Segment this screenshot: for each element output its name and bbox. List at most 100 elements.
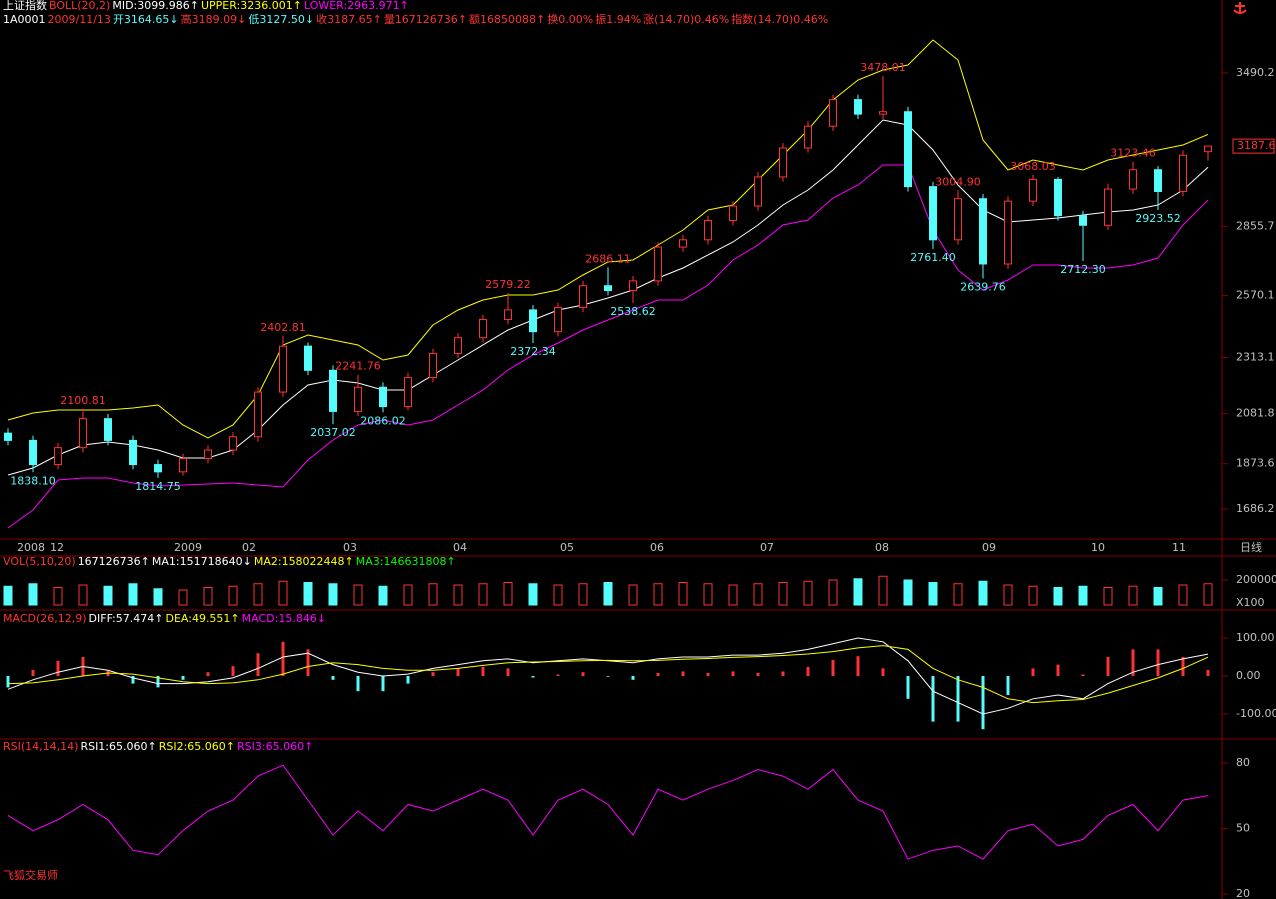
y-tick-label: 2081.8 <box>1236 406 1275 419</box>
candle-body <box>1204 145 1212 153</box>
header-token: MID:3099.986↑ <box>112 0 199 12</box>
extreme-label: 3068.03 <box>1010 160 1056 173</box>
candle-body <box>779 147 787 178</box>
volume-bar <box>1178 584 1188 606</box>
y-tick-label: 1686.2 <box>1236 502 1275 515</box>
header-token: 量167126736↑ <box>384 13 467 26</box>
x-tick-label: 2009 <box>174 541 202 554</box>
header-token: DEA:49.551↑ <box>165 612 239 625</box>
x-tick-label: 06 <box>650 541 664 554</box>
y-tick-label: 2855.7 <box>1236 219 1275 232</box>
candle-body <box>1054 178 1062 217</box>
header-token: UPPER:3236.001↑ <box>201 0 302 12</box>
candle-body <box>279 345 287 393</box>
header-token: VOL(5,10,20) <box>3 555 76 568</box>
candle-body <box>579 285 587 308</box>
header-token: MACD:15.846↓ <box>242 612 326 625</box>
header-token: MA3:146631808↑ <box>356 555 456 568</box>
header-token: BOLL(20,2) <box>49 0 110 12</box>
y-tick-label: 0.00 <box>1236 669 1261 682</box>
x-tick-label: 07 <box>760 541 774 554</box>
header-token: 涨(14.70)0.46% <box>643 13 729 26</box>
candle-body <box>54 447 62 466</box>
candle-body <box>454 337 462 354</box>
volume-bar <box>653 583 663 606</box>
extreme-label: 2761.40 <box>910 251 956 264</box>
header-token: 指数(14.70)0.46% <box>731 12 828 26</box>
volume-bar <box>178 589 188 606</box>
candle-body <box>554 306 562 333</box>
candle-body <box>154 464 162 473</box>
candle-body <box>129 439 137 466</box>
volume-bar <box>228 585 238 606</box>
anchor-icon <box>1233 2 1247 14</box>
volume-bar <box>1078 585 1088 606</box>
candle-body <box>654 246 662 282</box>
volume-bar <box>53 587 63 606</box>
extreme-label: 3123.46 <box>1110 147 1156 160</box>
volume-bar <box>1103 587 1113 606</box>
volume-bar <box>703 583 713 606</box>
candle-body <box>254 391 262 438</box>
volume-bar <box>803 580 813 606</box>
volume-bar <box>428 583 438 606</box>
volume-bar <box>728 584 738 606</box>
extreme-label: 2241.76 <box>335 360 381 373</box>
candle-body <box>1129 169 1137 190</box>
header-token: 2009/11/13 <box>48 13 111 26</box>
candle-body <box>1079 215 1087 226</box>
extreme-label: 2639.76 <box>960 281 1006 294</box>
volume-bar <box>253 583 263 606</box>
candle-body <box>379 386 387 408</box>
y-tick-label: 200000 <box>1236 573 1276 586</box>
volume-bar <box>1203 583 1213 606</box>
x-tick-label: 02 <box>242 541 256 554</box>
dea-line <box>7 645 1209 704</box>
header-token: 收3187.65↑ <box>316 12 382 26</box>
volume-bar <box>778 582 788 606</box>
x-tick-label: 10 <box>1091 541 1105 554</box>
volume-bar <box>1028 585 1038 606</box>
header-token: 167126736↑ <box>78 555 150 568</box>
volume-bar <box>553 584 563 606</box>
header-token: MA1:151718640↓ <box>152 555 252 568</box>
candle-body <box>679 239 687 248</box>
header-token: RSI1:65.060↑ <box>80 740 156 753</box>
volume-bar <box>678 582 688 606</box>
extreme-label: 2086.02 <box>360 414 406 427</box>
y-tick-label: 80 <box>1236 756 1250 769</box>
candle-body <box>1029 178 1037 202</box>
y-tick-label: 3490.2 <box>1236 66 1275 79</box>
volume-bar <box>828 579 838 606</box>
candle-body <box>904 111 912 188</box>
candle-body <box>979 198 987 265</box>
candle-body <box>329 369 337 412</box>
candle-body <box>879 111 887 115</box>
extreme-label: 2579.22 <box>485 278 531 291</box>
candle-body <box>204 449 212 460</box>
extreme-label: 2538.62 <box>610 305 656 318</box>
header-token: 1A0001 <box>3 13 46 26</box>
boll-line <box>7 164 1209 529</box>
header-token: 上证指数 <box>3 0 47 12</box>
x-tick-label: 03 <box>343 541 357 554</box>
price-tag-label: 3187.6 <box>1237 139 1276 152</box>
x-tick-label: 11 <box>1172 541 1186 554</box>
volume-bar <box>853 578 863 606</box>
volume-bar <box>1153 587 1163 606</box>
volume-bar <box>453 584 463 606</box>
volume-bar <box>403 584 413 606</box>
volume-bar <box>203 587 213 606</box>
volume-bar <box>303 582 313 606</box>
candle-body <box>404 377 412 408</box>
volume-bar <box>378 585 388 606</box>
candle-body <box>179 458 187 473</box>
boll-line <box>7 119 1209 476</box>
y-tick-label: 100.00 <box>1236 631 1275 644</box>
candle-body <box>429 352 437 379</box>
volume-bar <box>353 584 363 606</box>
rsi-line <box>7 764 1209 860</box>
candle-body <box>504 309 512 321</box>
volume-bar <box>153 588 163 606</box>
y-tick-label: 20 <box>1236 887 1250 899</box>
